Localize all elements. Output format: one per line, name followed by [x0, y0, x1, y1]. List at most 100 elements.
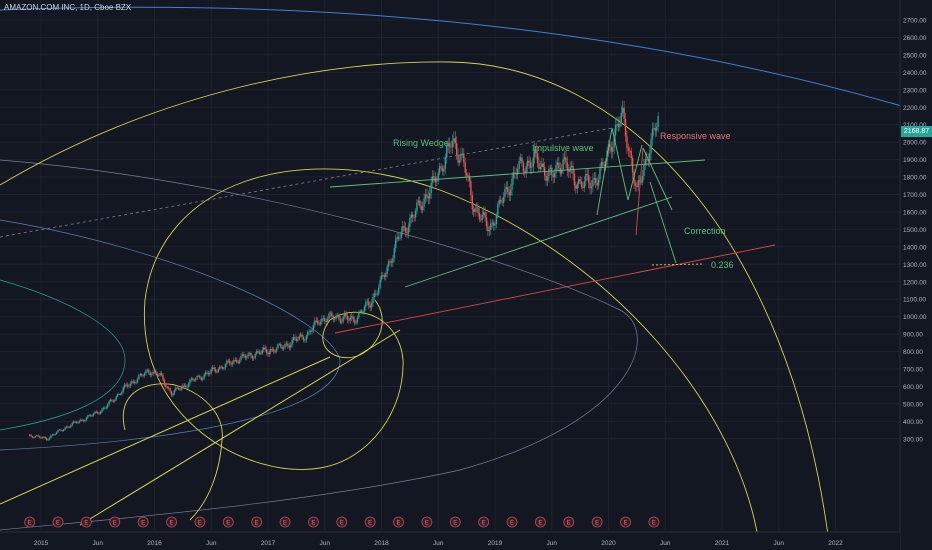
- responsive-wave-label[interactable]: Responsive wave: [660, 131, 731, 141]
- candle-body: [277, 344, 279, 349]
- earnings-marker: [393, 516, 404, 528]
- candle-body: [89, 414, 92, 416]
- candle-body: [177, 387, 180, 390]
- candle-body: [521, 157, 523, 164]
- candle-body: [182, 385, 184, 388]
- candle-body: [67, 426, 69, 428]
- time-tick-label: Jun: [547, 540, 558, 547]
- candle-body: [424, 194, 427, 199]
- candle-body: [621, 107, 624, 113]
- candle-body: [102, 408, 105, 410]
- candle-body: [440, 166, 442, 168]
- candle-body: [304, 339, 306, 341]
- candle-body: [610, 147, 613, 152]
- candle-body: [335, 315, 337, 319]
- candle-body: [600, 162, 603, 169]
- candle-body: [78, 420, 81, 423]
- time-tick-label: Jun: [433, 540, 444, 547]
- candle-body: [251, 355, 254, 359]
- candle-body: [392, 258, 394, 263]
- candle-body: [94, 411, 96, 414]
- time-tick-label: Jun: [774, 540, 785, 547]
- candle-body: [447, 143, 449, 147]
- candle-body: [430, 182, 432, 194]
- candle-body: [525, 166, 527, 173]
- time-tick-label: Jun: [93, 540, 104, 547]
- price-axis[interactable]: 2700.00 2600.00 2500.00 2400.00 2300.00 2200.…: [899, 0, 932, 550]
- candle-body: [206, 372, 208, 374]
- candle-body: [271, 349, 273, 350]
- candle-body: [579, 179, 581, 181]
- earnings-marker-label: E: [170, 521, 174, 527]
- candle-body: [155, 371, 157, 374]
- candle-body: [394, 239, 397, 249]
- candle-body: [30, 434, 32, 437]
- candle-body: [359, 310, 361, 313]
- candle-body: [295, 338, 298, 341]
- candle-body: [166, 387, 168, 388]
- candle-body: [216, 371, 218, 373]
- candle-body: [400, 231, 403, 238]
- earnings-marker-label: E: [368, 521, 372, 527]
- candle-body: [121, 391, 123, 395]
- candle-body: [74, 421, 76, 423]
- candle-body: [614, 125, 617, 136]
- earnings-marker: [620, 516, 631, 528]
- candle-body: [160, 373, 163, 376]
- candle-body: [333, 318, 336, 320]
- candle-body: [105, 407, 107, 409]
- earnings-marker: [52, 516, 64, 528]
- candle-body: [511, 178, 513, 190]
- candle-body: [346, 316, 349, 320]
- candle-body: [656, 126, 658, 131]
- correction-label[interactable]: Correction: [684, 226, 726, 236]
- candle-body: [495, 214, 498, 225]
- candle-body: [290, 344, 292, 348]
- candle-body: [223, 367, 225, 369]
- candle-body: [196, 376, 198, 379]
- candle-body: [81, 419, 83, 421]
- price-tick-label: 800.00: [903, 349, 923, 356]
- candle-body: [285, 343, 288, 345]
- time-tick-label: 2020: [601, 540, 616, 547]
- candle-body: [331, 312, 333, 317]
- candle-body: [341, 321, 343, 323]
- candle-body: [475, 207, 478, 209]
- candle-body: [326, 318, 329, 323]
- earnings-marker-label: E: [84, 521, 88, 527]
- candle-body: [148, 370, 150, 373]
- rising-wedge-label[interactable]: Rising Wedge: [393, 138, 449, 148]
- candle-body: [258, 352, 261, 354]
- candle-body: [68, 426, 71, 428]
- candle-body: [298, 336, 300, 340]
- impulsive-wave-label[interactable]: Impulsive wave: [532, 143, 594, 153]
- time-tick-label: 2018: [374, 540, 389, 547]
- candle-body: [548, 168, 550, 177]
- candle-body: [55, 432, 58, 435]
- candle-body: [211, 367, 214, 370]
- time-axis[interactable]: 2015 Jun 2016 Jun 2017 Jun 2018 Jun 2019 Jun 2020 J…: [0, 531, 900, 550]
- candle-body: [146, 370, 149, 372]
- candle-body: [199, 375, 201, 379]
- candle-body: [640, 181, 642, 183]
- candle-body: [587, 174, 590, 183]
- candle-body: [301, 334, 303, 338]
- candle-body: [419, 200, 421, 206]
- candle-body: [526, 160, 529, 167]
- candle-body: [227, 360, 229, 362]
- candle-body: [116, 394, 119, 397]
- candle-body: [169, 388, 171, 392]
- candle-body: [77, 422, 79, 424]
- earnings-marker-label: E: [340, 521, 344, 527]
- candle-body: [385, 273, 387, 277]
- earnings-marker-label: E: [141, 521, 145, 527]
- candle-body: [407, 226, 410, 234]
- candle-body: [192, 378, 194, 380]
- candle-body: [226, 360, 228, 365]
- wedge-upper: [329, 159, 706, 188]
- fib-level-label[interactable]: 0.236: [711, 260, 734, 270]
- candle-body: [351, 316, 353, 318]
- candle-body: [31, 436, 34, 438]
- candle-body: [129, 383, 132, 387]
